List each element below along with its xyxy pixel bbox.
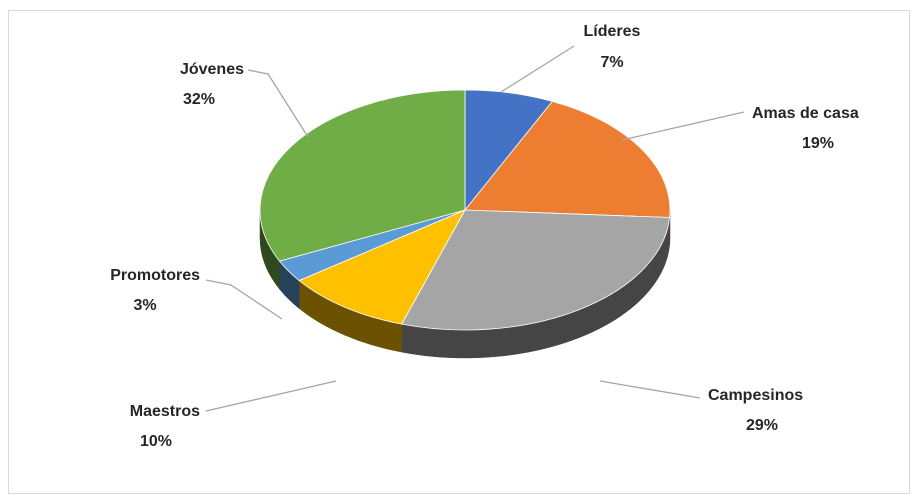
label-lideres-name: Líderes	[584, 23, 641, 40]
label-jovenes-name: Jóvenes	[180, 61, 244, 78]
label-campesinos-value: 29%	[746, 417, 778, 434]
label-amas-de-casa-name: Amas de casa	[752, 105, 859, 122]
pie-slice-jovenes	[259, 89, 466, 262]
leader-line-promotores	[205, 279, 283, 320]
label-lideres-value: 7%	[600, 54, 623, 71]
data-labels: Líderes 7% Amas de casa 19% Campesinos 2…	[110, 23, 859, 450]
leader-line-maestros	[205, 380, 337, 412]
label-campesinos-name: Campesinos	[708, 387, 803, 404]
leader-line-lideres	[500, 45, 575, 93]
leader-line-amas-de-casa	[621, 111, 745, 141]
label-jovenes-value: 32%	[183, 91, 215, 108]
label-amas-de-casa-value: 19%	[802, 135, 834, 152]
label-promotores-value: 3%	[133, 297, 156, 314]
pie-slice-amas-de-casa	[464, 100, 671, 218]
leader-line-jovenes	[247, 69, 309, 138]
pie-slice-campesinos	[401, 209, 671, 331]
label-maestros-value: 10%	[140, 433, 172, 450]
leader-line-campesinos	[599, 380, 701, 399]
leader-lines	[205, 45, 745, 412]
pie-top-slices	[259, 89, 671, 331]
label-promotores-name: Promotores	[110, 267, 200, 284]
pie-side-walls	[259, 209, 671, 359]
label-maestros-name: Maestros	[130, 403, 200, 420]
pie-slice-maestros	[298, 209, 466, 325]
